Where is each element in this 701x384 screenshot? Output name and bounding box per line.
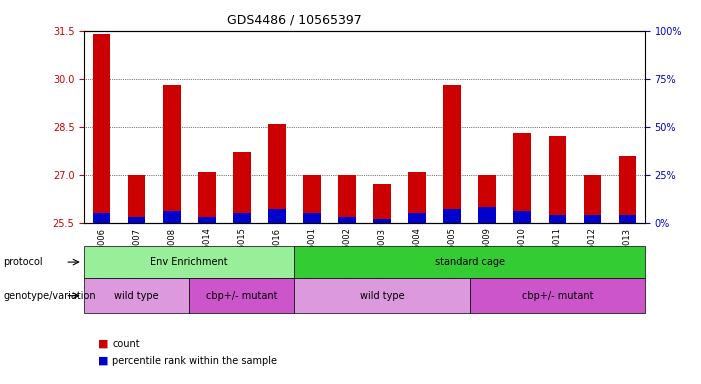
Bar bbox=[444, 209, 461, 223]
Bar bbox=[233, 152, 251, 223]
Text: standard cage: standard cage bbox=[435, 257, 505, 267]
Text: cbp+/- mutant: cbp+/- mutant bbox=[206, 291, 278, 301]
Bar bbox=[93, 213, 111, 223]
Bar bbox=[268, 209, 286, 223]
Bar bbox=[303, 213, 320, 223]
Bar bbox=[339, 217, 355, 223]
Bar bbox=[163, 85, 181, 223]
Bar bbox=[374, 184, 391, 223]
Bar bbox=[233, 213, 251, 223]
Bar bbox=[584, 215, 601, 223]
Bar bbox=[408, 213, 426, 223]
Bar bbox=[478, 175, 496, 223]
Bar bbox=[408, 172, 426, 223]
Bar bbox=[268, 124, 286, 223]
Bar bbox=[128, 175, 146, 223]
Text: ■: ■ bbox=[98, 356, 109, 366]
Bar bbox=[514, 133, 531, 223]
Bar bbox=[444, 85, 461, 223]
Bar bbox=[339, 175, 355, 223]
Bar bbox=[128, 217, 146, 223]
Bar bbox=[549, 215, 566, 223]
Bar bbox=[549, 136, 566, 223]
Bar bbox=[619, 215, 637, 223]
Text: GDS4486 / 10565397: GDS4486 / 10565397 bbox=[227, 13, 362, 26]
Text: count: count bbox=[112, 339, 139, 349]
Bar bbox=[303, 175, 320, 223]
Text: protocol: protocol bbox=[4, 257, 43, 267]
Bar bbox=[163, 211, 181, 223]
Text: wild type: wild type bbox=[360, 291, 404, 301]
Bar bbox=[374, 219, 391, 223]
Text: cbp+/- mutant: cbp+/- mutant bbox=[522, 291, 593, 301]
Text: ■: ■ bbox=[98, 339, 109, 349]
Bar bbox=[478, 207, 496, 223]
Bar bbox=[93, 34, 111, 223]
Bar bbox=[619, 156, 637, 223]
Text: Env Enrichment: Env Enrichment bbox=[151, 257, 228, 267]
Bar bbox=[584, 175, 601, 223]
Bar bbox=[198, 172, 216, 223]
Text: wild type: wild type bbox=[114, 291, 159, 301]
Text: genotype/variation: genotype/variation bbox=[4, 291, 96, 301]
Bar bbox=[514, 211, 531, 223]
Bar bbox=[198, 217, 216, 223]
Text: percentile rank within the sample: percentile rank within the sample bbox=[112, 356, 277, 366]
